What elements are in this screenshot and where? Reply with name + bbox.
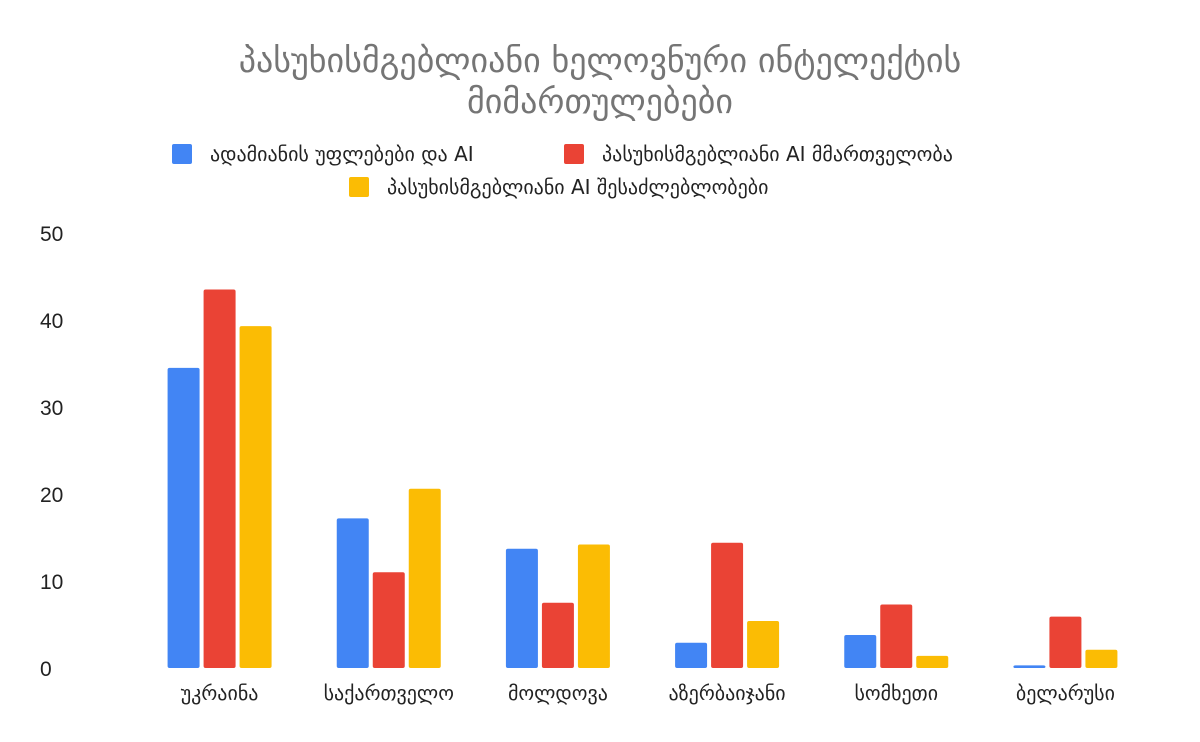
bar-3-3	[577, 544, 610, 668]
legend-swatch-capabilities	[349, 177, 369, 197]
legend-swatch-human-rights	[172, 144, 192, 164]
bar-2-1	[203, 289, 236, 668]
y-tick-label: 40	[40, 310, 63, 333]
bar-1-3	[505, 548, 538, 668]
x-tick-label: საქართველო	[324, 681, 454, 705]
legend-swatch-governance	[564, 144, 584, 164]
chart-title-line-1: პასუხისმგებლიანი ხელოვნური ინტელექტის	[239, 41, 962, 81]
bar-1-5	[844, 634, 877, 668]
y-axis: 0 10 20 30 40 50	[40, 223, 63, 681]
y-tick-label: 50	[40, 223, 63, 246]
bar-1-4	[675, 642, 708, 668]
x-axis: უკრაინა საქართველო მოლდოვა აზერბაიჯანი სომხე…	[181, 681, 1115, 705]
y-tick-label: 20	[40, 484, 63, 507]
chart-legend: ადამიანის უფლებები და AI პასუხისმგებლიან…	[172, 142, 953, 199]
bar-2-4	[711, 542, 744, 668]
y-tick-label: 10	[40, 571, 63, 594]
y-tick-label: 30	[40, 397, 63, 420]
y-tick-label: 0	[40, 658, 52, 681]
legend-label-capabilities: პასუხისმგებლიანი AI შესაძლებლობები	[387, 175, 769, 199]
x-tick-label: აზერბაიჯანი	[669, 681, 786, 705]
bar-3-1	[239, 326, 272, 668]
chart-title-line-2: მიმართულებები	[467, 82, 733, 122]
bar-1-6	[1013, 665, 1046, 668]
x-tick-label: მოლდოვა	[508, 681, 608, 705]
bar-3-4	[747, 621, 780, 668]
bar-3-5	[916, 655, 949, 668]
legend-label-human-rights: ადამიანის უფლებები და AI	[210, 142, 474, 166]
bar-2-5	[880, 604, 913, 668]
bar-2-2	[372, 572, 405, 668]
x-tick-label: უკრაინა	[181, 681, 259, 705]
bar-2-3	[541, 602, 574, 668]
bar-2-6	[1049, 616, 1082, 668]
bar-3-6	[1085, 649, 1118, 668]
bar-3-2	[408, 488, 441, 668]
x-tick-label: სომხეთი	[854, 681, 938, 705]
bar-1-1	[167, 367, 200, 668]
legend-label-governance: პასუხისმგებლიანი AI მმართველობა	[602, 142, 953, 166]
bar-1-2	[336, 518, 369, 668]
bars-group	[167, 289, 1118, 668]
x-tick-label: ბელარუსი	[1016, 681, 1115, 705]
